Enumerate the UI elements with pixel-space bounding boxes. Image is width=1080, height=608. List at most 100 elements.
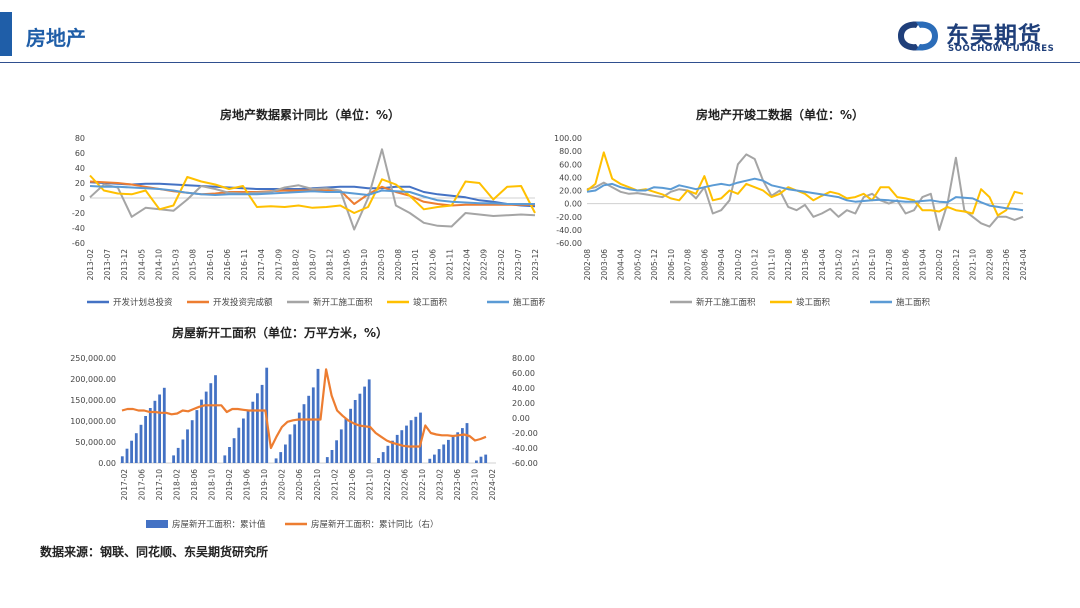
chart3-yoy-line	[121, 368, 487, 450]
chart1-x-tick-label: 2022-09	[480, 249, 489, 281]
chart2-y-tick-label: 20.00	[559, 187, 582, 196]
chart1-legend-label: 开发计划总投资	[113, 297, 173, 308]
chart3-bar	[316, 368, 320, 463]
header-bar: 房地产 东吴期货 SOOCHOW FUTURES	[0, 0, 1080, 63]
chart2-x-tick-label: 2014-04	[818, 249, 827, 281]
chart2-x-tick-label: 2019-04	[918, 249, 927, 281]
chart2-y-tick-label: 80.00	[559, 147, 582, 156]
chart3-x-tick-label: 2019-10	[260, 469, 269, 501]
chart2-x-tick-label: 2017-08	[885, 249, 894, 281]
chart3-bar	[153, 400, 157, 463]
chart3-x-tick-label: 2022-06	[400, 469, 409, 501]
chart3-x-tick-label: 2023-02	[435, 469, 444, 501]
chart3-bar	[419, 412, 422, 463]
chart2-x-tick-label: 2018-06	[902, 249, 911, 281]
chart3-bar	[302, 404, 306, 463]
chart3-x-tick-label: 2019-02	[225, 469, 234, 501]
chart1-x-tick-label: 2013-12	[120, 249, 129, 281]
chart2-x-tick-label: 2002-08	[583, 249, 592, 281]
chart2-y-tick-label: 100.00	[554, 134, 582, 143]
chart3-bar	[349, 408, 352, 463]
chart3-bar	[386, 445, 390, 463]
chart3-x-tick-label: 2020-06	[295, 469, 304, 501]
chart2-series-line	[586, 151, 1024, 217]
chart2-x-tick-label: 2010-12	[751, 249, 760, 281]
chart3-bar	[288, 434, 292, 463]
chart3-x-tick-label: 2023-06	[453, 469, 462, 501]
chart2-x-tick-label: 2015-02	[835, 249, 844, 281]
chart3-x-tick-label: 2021-10	[365, 469, 374, 501]
chart1-y-tick-label: 0	[80, 194, 85, 203]
chart1-x-tick-label: 2015-08	[189, 249, 198, 281]
chart3-legend-label: 房屋新开工面积：累计值	[172, 519, 266, 530]
chart3-y2-tick-label: 20.00	[512, 399, 535, 408]
chart3-bar	[479, 456, 483, 463]
chart3-bar	[311, 387, 315, 463]
chart2-x-tick-label: 2009-04	[717, 249, 726, 281]
chart3-bar	[358, 393, 362, 463]
chart3-bar	[186, 429, 189, 463]
chart1-x-tick-label: 2023-07	[514, 249, 523, 281]
chart1-y-tick-label: -60	[72, 239, 85, 248]
chart2-x-tick-label: 2016-10	[868, 249, 877, 281]
chart3-bar	[139, 424, 143, 463]
chart3-bar	[344, 418, 348, 463]
chart3-y-tick-label: 50,000.00	[75, 438, 116, 447]
chart3-bar	[214, 375, 217, 463]
chart3-bar	[475, 460, 478, 463]
chart3-bar	[293, 424, 297, 463]
chart3-bar	[330, 450, 334, 463]
chart3-x-tick-label: 2023-10	[470, 469, 479, 501]
chart2-y-tick-label: 40.00	[559, 173, 582, 182]
chart3-bar	[465, 423, 469, 463]
chart2-x-tick-label: 2015-12	[851, 249, 860, 281]
chart3-bar	[428, 458, 432, 463]
chart3-bar	[242, 418, 245, 463]
chart3-x-tick-label: 2017-10	[155, 469, 164, 501]
chart3-title: 房屋新开工面积（单位：万平方米，%）	[171, 326, 389, 340]
chart3-bar	[204, 391, 208, 463]
chart3-bar	[456, 432, 460, 463]
chart3-bar	[284, 444, 287, 463]
chart3-bar	[353, 400, 357, 463]
chart3-bar	[451, 436, 455, 463]
chart2-x-tick-label: 2011-10	[767, 249, 776, 281]
chart3-bar	[442, 444, 446, 463]
chart3-x-tick-label: 2018-06	[190, 469, 199, 501]
chart3-bar	[461, 428, 464, 463]
chart3-bar	[307, 395, 311, 463]
chart1-title: 房地产数据累计同比（单位：%）	[219, 108, 401, 122]
chart2-x-tick-label: 2020-12	[952, 249, 961, 281]
chart1-x-tick-label: 2014-10	[154, 249, 163, 281]
chart2-legend-label: 施工面积	[896, 297, 931, 308]
chart3-y-tick-label: 0.00	[98, 459, 116, 468]
chart2-x-tick-label: 2013-06	[801, 249, 810, 281]
chart2-y-tick-label: 60.00	[559, 160, 582, 169]
chart1-x-tick-label: 2013-02	[86, 249, 95, 281]
chart3-bar	[260, 384, 264, 463]
chart3-bar	[237, 427, 241, 463]
chart3-x-tick-label: 2022-10	[418, 469, 427, 501]
chart3-x-tick-label: 2018-10	[208, 469, 217, 501]
chart3-legend-label: 房屋新开工面积：累计同比（右）	[311, 519, 439, 530]
chart3-bar	[400, 430, 404, 463]
chart1-x-tick-label: 2016-11	[240, 249, 249, 281]
chart2-y-tick-label: 0.00	[564, 200, 582, 209]
chart3-bar	[377, 458, 380, 463]
chart2-y-tick-label: -20.00	[556, 213, 582, 222]
chart3-bar	[120, 456, 124, 463]
logo-mark-icon	[898, 21, 938, 51]
chart3-bar	[228, 447, 231, 463]
chart3-bar	[162, 387, 166, 463]
chart3-bar	[405, 425, 408, 463]
chart3-x-tick-label: 2019-06	[243, 469, 252, 501]
chart2-legend-label: 竣工面积	[796, 297, 831, 308]
chart1-series-line	[89, 185, 535, 205]
chart1-y-tick-label: -40	[72, 224, 85, 233]
chart3-bar	[274, 458, 278, 463]
chart1-legend-label: 竣工面积	[413, 297, 448, 308]
chart1-x-tick-label: 2018-12	[326, 249, 335, 281]
chart1-x-tick-label: 2020-03	[377, 249, 386, 281]
chart1-x-tick-label: 2017-04	[257, 249, 266, 281]
